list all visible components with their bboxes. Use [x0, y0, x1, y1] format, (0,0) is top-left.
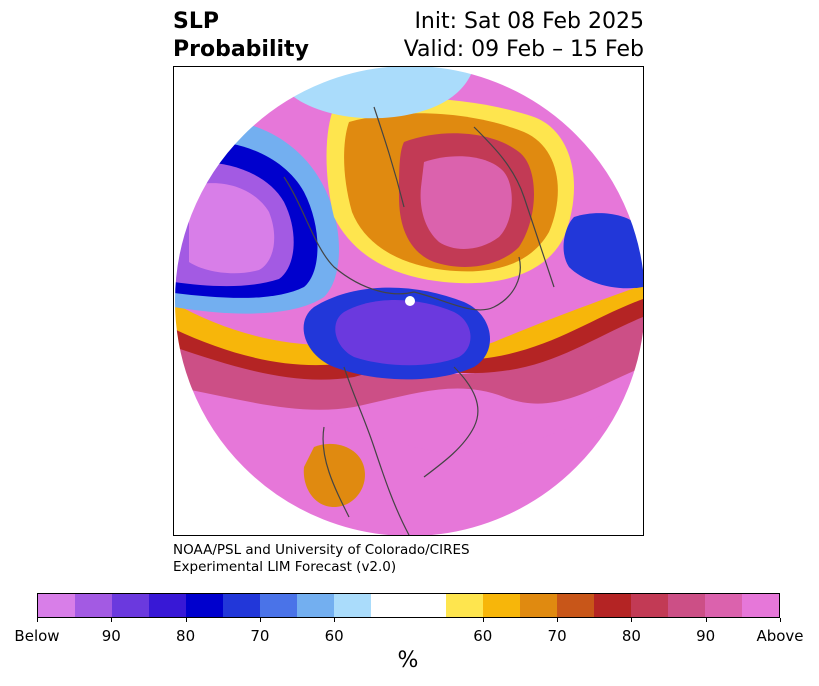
colorbar-tick — [334, 618, 336, 622]
colorbar-segment — [667, 594, 705, 617]
valid-range: Valid: 09 Feb – 15 Feb — [403, 37, 644, 62]
colorbar-tick — [482, 618, 484, 622]
title-variable: SLP — [173, 9, 219, 34]
below-region-west-core — [189, 183, 275, 274]
colorbar-tick-label: 70 — [547, 627, 567, 645]
warm-ring — [174, 307, 643, 410]
colorbar-tick — [780, 618, 781, 622]
colorbar-segment — [445, 594, 483, 617]
credit-line1: NOAA/PSL and University of Colorado/CIRE… — [173, 542, 470, 558]
above-region-southwest-patch — [303, 443, 365, 507]
coastlines — [283, 106, 555, 535]
colorbar-segment — [260, 594, 298, 617]
colorbar-tick-label: 80 — [621, 627, 641, 645]
colorbar-segment — [519, 594, 557, 617]
colorbar-segment — [593, 594, 631, 617]
colorbar-tick-label: 60 — [473, 627, 493, 645]
colorbar-tick — [185, 618, 187, 622]
yellow-ring — [174, 285, 643, 366]
colorbar-segment — [630, 594, 668, 617]
colorbar-segment — [741, 594, 779, 617]
colorbar-segment — [38, 594, 76, 617]
probability-map-svg — [174, 67, 643, 535]
colorbar-tick — [557, 618, 559, 622]
credit-text: NOAA/PSL and University of Colorado/CIRE… — [173, 542, 470, 576]
polar-map — [173, 66, 644, 536]
colorbar — [37, 593, 780, 618]
colorbar-tick — [37, 618, 38, 622]
colorbar-segment — [223, 594, 261, 617]
below-region-east — [563, 213, 643, 289]
colorbar-tick-label: 80 — [176, 627, 196, 645]
colorbar-segment — [75, 594, 113, 617]
below-region-north-cap — [284, 67, 474, 119]
colorbar-segment — [704, 594, 742, 617]
colorbar-unit: % — [397, 648, 419, 673]
colorbar-tick-label: Below — [14, 627, 60, 645]
colorbar-segment — [408, 594, 446, 617]
colorbar-segment — [149, 594, 187, 617]
colorbar-tick-label: 70 — [250, 627, 270, 645]
credit-line2: Experimental LIM Forecast (v2.0) — [173, 559, 397, 575]
colorbar-segment — [334, 594, 372, 617]
colorbar-tick-label: 60 — [324, 627, 344, 645]
colorbar-segment — [556, 594, 594, 617]
forecast-dates: Init: Sat 08 Feb 2025 Valid: 09 Feb – 15… — [404, 8, 644, 64]
colorbar-tick-label: Above — [756, 627, 804, 645]
below-region-arctic-inner — [335, 299, 471, 366]
colorbar-tick — [631, 618, 633, 622]
north-pole-marker — [405, 296, 415, 306]
colorbar-tick — [111, 618, 113, 622]
colorbar-tick — [705, 618, 707, 622]
colorbar-segment — [186, 594, 224, 617]
colorbar-tick-label: 90 — [101, 627, 121, 645]
colorbar-segment — [112, 594, 150, 617]
colorbar-tick-label: 90 — [696, 627, 716, 645]
title-type: Probability — [173, 37, 309, 62]
colorbar-segment — [482, 594, 520, 617]
colorbar-segment — [297, 594, 335, 617]
above-region-eurasia-core — [420, 156, 512, 249]
init-date: Init: Sat 08 Feb 2025 — [414, 9, 644, 34]
map-title: SLP Probability — [173, 8, 309, 64]
colorbar-segment — [371, 594, 409, 617]
above-region-south — [174, 367, 643, 535]
colorbar-tick — [259, 618, 261, 622]
